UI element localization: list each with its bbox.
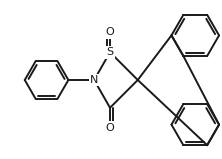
Text: N: N <box>90 75 98 85</box>
Text: O: O <box>106 123 114 133</box>
Text: S: S <box>106 47 114 57</box>
Text: O: O <box>106 27 114 37</box>
